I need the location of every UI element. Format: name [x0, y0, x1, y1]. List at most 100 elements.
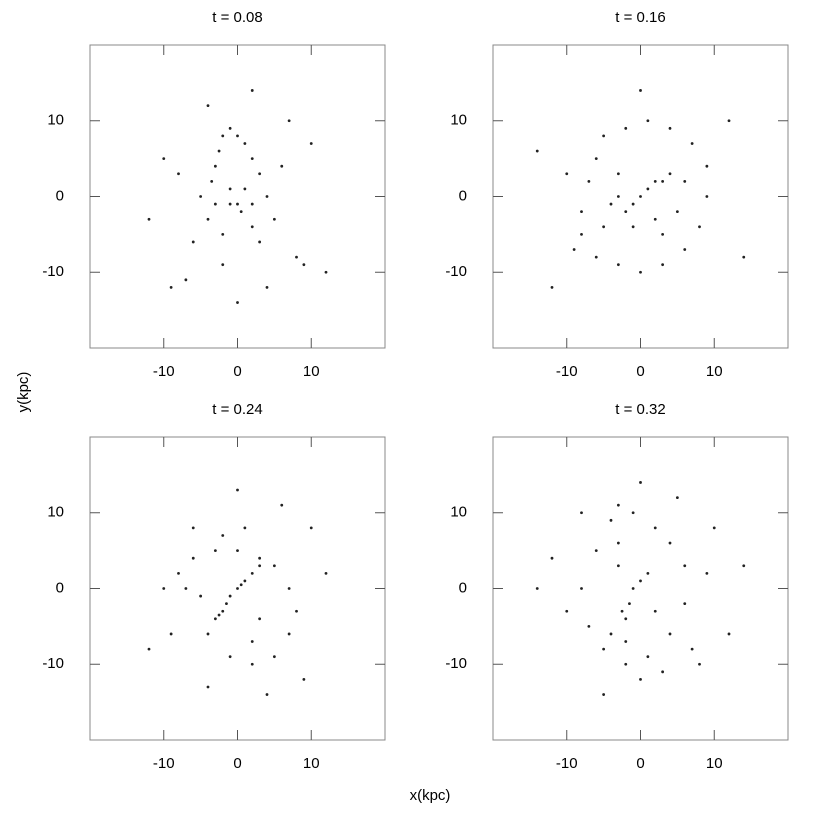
particle: [206, 104, 210, 107]
particle: [727, 119, 731, 123]
particle: [616, 263, 620, 267]
particle: [324, 270, 328, 274]
particle: [250, 640, 254, 643]
particle: [236, 587, 239, 590]
particle: [239, 210, 243, 214]
y-tick-label: 10: [450, 112, 467, 129]
x-tick-label: -10: [556, 363, 578, 380]
y-tick-label: -10: [445, 263, 467, 280]
particle: [272, 564, 276, 568]
particle: [616, 172, 620, 176]
particle: [668, 541, 672, 545]
particle: [250, 225, 254, 229]
particle: [258, 172, 262, 176]
particle: [609, 518, 613, 522]
particle: [250, 157, 254, 161]
x-tick-label: 10: [706, 755, 723, 772]
particle: [324, 571, 328, 575]
particle: [287, 587, 291, 590]
panel: t = 0.24 -10 0 10 -10 0 10: [42, 401, 386, 772]
particle: [191, 556, 195, 560]
particle: [631, 225, 635, 229]
particle: [646, 187, 650, 191]
particle: [661, 179, 665, 183]
particle: [217, 149, 221, 153]
particle: [243, 579, 247, 583]
particle: [683, 248, 687, 251]
particle: [675, 210, 679, 214]
y-tick-label: 0: [459, 187, 467, 204]
x-tick-label: 10: [706, 363, 723, 380]
y-axis-label: y(kpc): [15, 372, 32, 413]
particle: [609, 632, 613, 636]
particle: [742, 564, 746, 568]
particle: [228, 202, 232, 206]
particle: [668, 126, 672, 130]
x-tick-label: 0: [233, 363, 241, 380]
particle: [199, 195, 203, 198]
particle: [206, 685, 210, 689]
particle: [213, 617, 217, 621]
particle: [272, 655, 276, 659]
particle: [661, 263, 665, 267]
particle: [184, 278, 188, 282]
particle: [639, 195, 642, 198]
particle: [639, 579, 642, 583]
particle: [265, 693, 269, 696]
particle: [668, 172, 672, 176]
particle: [727, 632, 731, 636]
particle: [631, 587, 635, 590]
panel-title: t = 0.08: [212, 9, 262, 26]
particle: [236, 488, 239, 492]
particle: [653, 609, 657, 613]
particle: [221, 609, 225, 613]
particle: [690, 142, 694, 145]
particle: [295, 609, 298, 613]
x-tick-label: -10: [153, 755, 175, 772]
particle: [661, 232, 665, 236]
particle: [228, 187, 232, 191]
particle: [199, 594, 203, 598]
particle: [243, 142, 247, 145]
particle: [550, 286, 554, 289]
particle: [295, 255, 298, 259]
particle: [668, 632, 672, 636]
particle: [243, 526, 247, 530]
particle: [236, 301, 239, 304]
particle: [147, 647, 151, 651]
particle: [228, 655, 232, 659]
particle: [250, 571, 254, 575]
x-tick-label: 10: [303, 363, 320, 380]
particle: [594, 157, 598, 161]
particle: [265, 286, 269, 289]
particle: [243, 187, 247, 191]
particle: [236, 134, 239, 138]
particle: [162, 587, 166, 590]
particle: [631, 202, 635, 206]
particle: [236, 202, 239, 206]
y-tick-label: 0: [56, 187, 64, 204]
particle: [302, 263, 306, 267]
particle: [698, 662, 701, 666]
y-tick-label: 0: [56, 579, 64, 596]
particle: [639, 270, 642, 274]
particle: [213, 202, 217, 206]
particle: [213, 549, 217, 553]
particle: [580, 511, 583, 515]
particle: [602, 134, 606, 138]
particle: [309, 142, 313, 145]
particle: [639, 678, 642, 681]
particle: [580, 587, 583, 590]
panel: t = 0.08 -10 0 10 -10 0 10: [42, 9, 386, 380]
particle: [624, 617, 628, 621]
particle: [646, 655, 650, 659]
particle: [690, 647, 694, 651]
particle: [147, 217, 151, 221]
particle: [184, 587, 188, 590]
particle: [683, 179, 687, 183]
panel-title: t = 0.24: [212, 401, 262, 418]
x-tick-label: 0: [233, 755, 241, 772]
y-tick-label: -10: [445, 655, 467, 672]
y-tick-label: 10: [450, 504, 467, 521]
